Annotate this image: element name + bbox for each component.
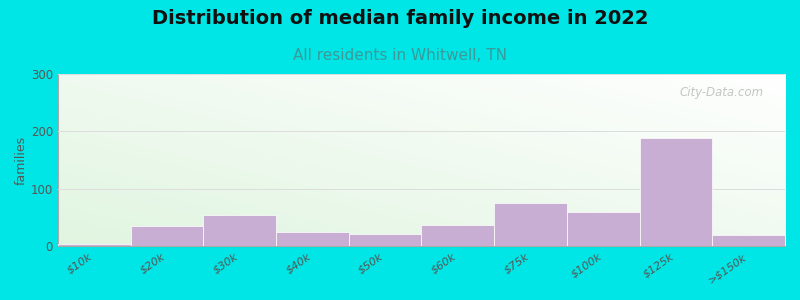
Bar [567,212,639,247]
Bar [422,225,494,247]
Bar [494,203,567,247]
Bar [349,234,422,247]
Text: City-Data.com: City-Data.com [679,86,763,99]
Text: Distribution of median family income in 2022: Distribution of median family income in … [152,9,648,28]
Bar [130,226,203,247]
Bar [639,138,712,247]
Bar [712,235,785,247]
Y-axis label: families: families [15,136,28,185]
Bar [58,244,130,247]
Bar [276,232,349,247]
Text: All residents in Whitwell, TN: All residents in Whitwell, TN [293,48,507,63]
Bar [203,215,276,247]
